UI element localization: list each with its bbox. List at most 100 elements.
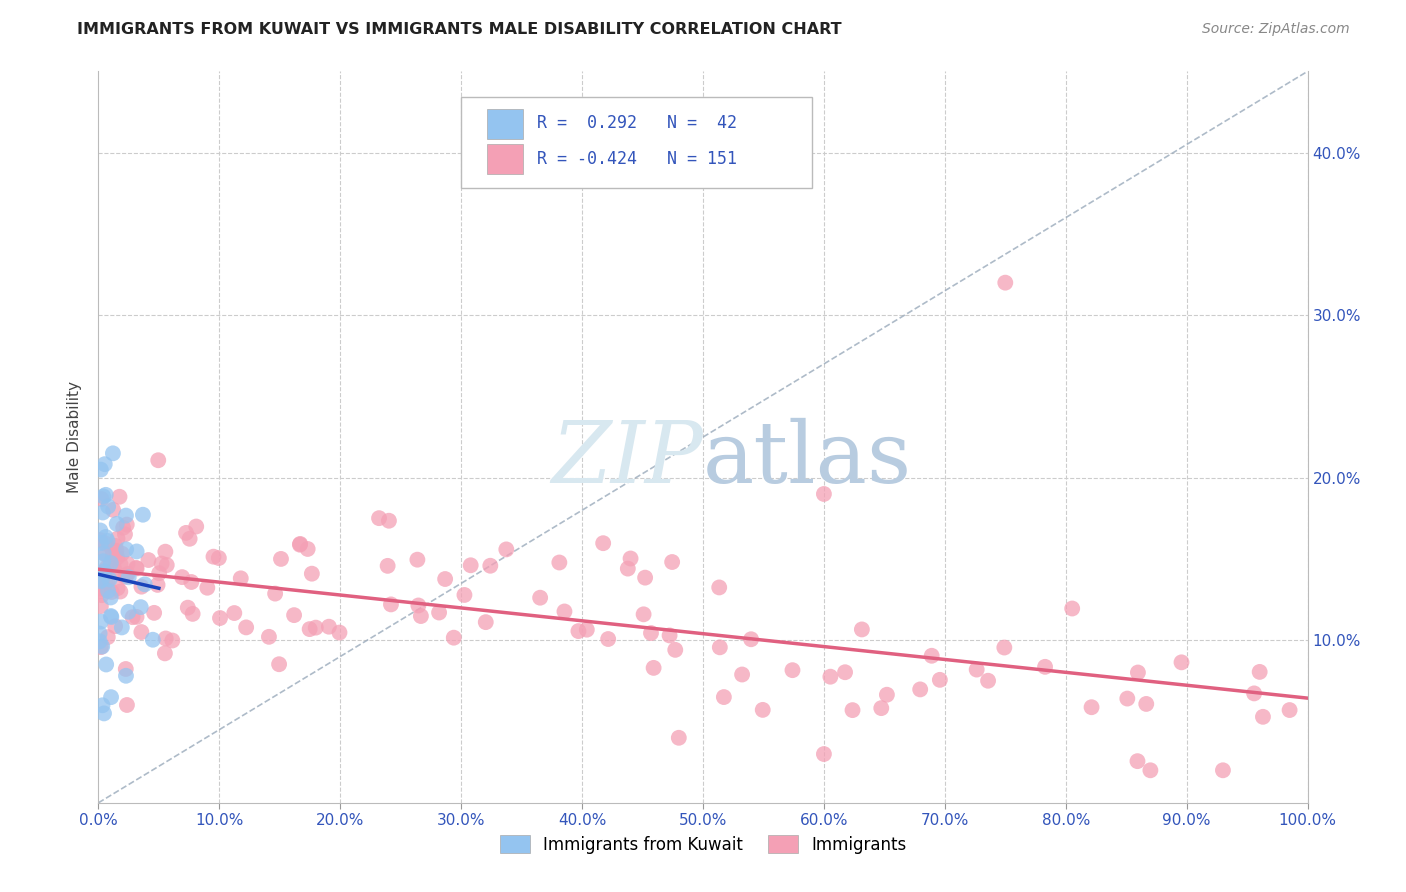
Point	[96, 533, 118, 548]
Point	[876, 688, 898, 702]
Point	[132, 508, 155, 522]
Point	[993, 640, 1015, 655]
Point	[813, 487, 835, 501]
Point	[97, 500, 120, 514]
Point	[138, 553, 160, 567]
Point	[131, 580, 153, 594]
Point	[709, 640, 731, 655]
Point	[96, 561, 118, 575]
Text: R =  0.292   N =  42: R = 0.292 N = 42	[537, 114, 737, 132]
Point	[283, 608, 305, 623]
Point	[146, 578, 169, 592]
Point	[1033, 660, 1056, 674]
Point	[1062, 601, 1084, 615]
Point	[125, 561, 148, 575]
Point	[297, 541, 319, 556]
Point	[94, 488, 117, 502]
Point	[172, 570, 194, 584]
Point	[105, 543, 128, 558]
Point	[100, 556, 122, 570]
Point	[162, 633, 184, 648]
Point	[1116, 691, 1139, 706]
Point	[181, 607, 204, 621]
Point	[640, 626, 662, 640]
Point	[658, 628, 681, 642]
Point	[104, 539, 127, 553]
Point	[101, 503, 124, 517]
Text: R = -0.424   N = 151: R = -0.424 N = 151	[537, 150, 737, 168]
Point	[96, 574, 118, 589]
Point	[834, 665, 856, 680]
Point	[977, 673, 1000, 688]
Point	[328, 625, 350, 640]
Point	[567, 624, 589, 638]
Point	[155, 544, 177, 558]
Point	[179, 532, 201, 546]
Point	[94, 536, 117, 550]
Point	[378, 514, 401, 528]
Point	[105, 548, 128, 562]
Point	[117, 605, 139, 619]
Point	[111, 620, 134, 634]
Point	[94, 548, 117, 562]
Point	[318, 620, 340, 634]
Point	[1126, 665, 1149, 680]
Point	[208, 611, 231, 625]
Point	[115, 669, 138, 683]
Point	[91, 506, 114, 520]
Point	[460, 558, 482, 573]
Point	[156, 558, 179, 572]
Point	[153, 646, 176, 660]
Point	[994, 276, 1017, 290]
Point	[115, 568, 138, 582]
Point	[269, 657, 291, 672]
Point	[100, 690, 122, 705]
Point	[101, 549, 124, 563]
Point	[177, 600, 200, 615]
Point	[713, 690, 735, 704]
Point	[288, 537, 311, 551]
Point	[740, 632, 762, 647]
Point	[104, 619, 127, 633]
Point	[408, 599, 430, 613]
Point	[98, 573, 121, 587]
Point	[634, 571, 657, 585]
Text: Source: ZipAtlas.com: Source: ZipAtlas.com	[1202, 22, 1350, 37]
Point	[117, 566, 139, 581]
Point	[870, 701, 893, 715]
Point	[427, 606, 450, 620]
Point	[91, 698, 114, 713]
Point	[966, 663, 988, 677]
Point	[301, 566, 323, 581]
Point	[495, 542, 517, 557]
Point	[1278, 703, 1301, 717]
Point	[121, 610, 143, 624]
Point	[89, 634, 111, 648]
Point	[813, 747, 835, 761]
Point	[908, 682, 931, 697]
Point	[125, 561, 148, 575]
Point	[105, 550, 128, 565]
Point	[125, 610, 148, 624]
Point	[270, 552, 292, 566]
Point	[96, 657, 118, 672]
Point	[90, 584, 112, 599]
Point	[97, 583, 120, 598]
FancyBboxPatch shape	[486, 109, 523, 139]
Point	[529, 591, 551, 605]
Point	[820, 670, 842, 684]
Text: atlas: atlas	[703, 417, 912, 500]
Point	[93, 706, 115, 721]
Point	[643, 661, 665, 675]
Text: ZIP: ZIP	[551, 417, 703, 500]
Point	[97, 630, 120, 644]
Point	[208, 551, 231, 566]
Point	[664, 643, 686, 657]
Point	[1212, 764, 1234, 778]
Legend: Immigrants from Kuwait, Immigrants: Immigrants from Kuwait, Immigrants	[494, 829, 912, 860]
Point	[288, 538, 311, 552]
Point	[91, 640, 114, 654]
Point	[111, 547, 134, 561]
Point	[224, 606, 246, 620]
Point	[155, 632, 177, 646]
